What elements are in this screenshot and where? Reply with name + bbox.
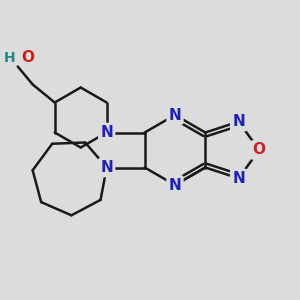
Text: N: N: [169, 107, 182, 122]
Text: N: N: [232, 171, 245, 186]
Text: N: N: [169, 178, 182, 193]
Text: N: N: [232, 114, 245, 129]
Text: N: N: [100, 160, 113, 175]
Text: H: H: [4, 50, 16, 64]
Text: O: O: [253, 142, 266, 158]
Text: O: O: [22, 50, 35, 64]
Text: N: N: [100, 125, 113, 140]
